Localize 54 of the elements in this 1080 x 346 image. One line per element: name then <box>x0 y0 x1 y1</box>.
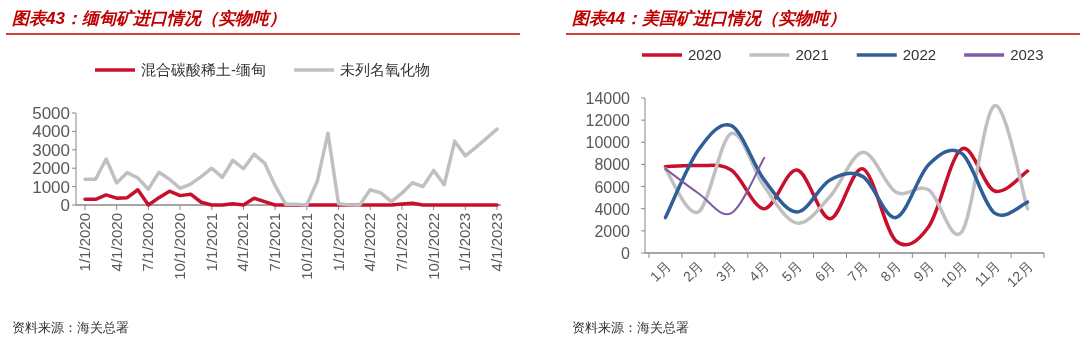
x-tick-label: 7/1/2021 <box>266 213 284 272</box>
legend-label: 未列名氧化物 <box>340 61 430 78</box>
chart-title: 图表43：缅甸矿进口情况（实物吨） <box>12 9 286 28</box>
x-tick-label: 1/1/2021 <box>202 213 220 272</box>
line-series <box>663 122 1030 220</box>
x-tick-label: 4月 <box>745 257 773 285</box>
legend-label: 2020 <box>688 46 722 63</box>
x-tick-label: 9月 <box>910 257 937 285</box>
x-tick-label: 1/1/2020 <box>76 213 93 272</box>
y-tick-label: 4000 <box>594 200 631 218</box>
y-tick-label: 2000 <box>32 159 70 179</box>
x-tick-label: 8月 <box>877 257 904 285</box>
chart-title: 图表44：美国矿进口情况（实物吨） <box>572 8 846 28</box>
x-tick-label: 7/1/2020 <box>139 213 157 272</box>
text: 资料来源：海关总署 <box>572 320 689 335</box>
x-tick-label: 6月 <box>811 257 839 285</box>
x-tick-label: 10/1/2021 <box>297 213 315 280</box>
legend-label: 2022 <box>902 46 937 63</box>
y-tick-label: 8000 <box>594 156 631 174</box>
text: 资料来源：海关总署 <box>12 320 129 335</box>
x-tick-label: 5月 <box>778 257 806 285</box>
x-tick-label: 4/1/2022 <box>361 213 379 272</box>
x-tick-label: 12月 <box>1003 257 1036 291</box>
y-tick-label: 4000 <box>32 122 70 142</box>
x-tick-label: 4/1/2023 <box>488 213 505 272</box>
x-tick-label: 7月 <box>844 257 872 285</box>
y-tick-label: 5000 <box>32 104 70 123</box>
x-tick-label: 10/1/2022 <box>424 213 442 280</box>
x-tick-label: 1/1/2022 <box>329 213 347 272</box>
y-tick-label: 3000 <box>32 140 70 160</box>
legend-label: 2021 <box>795 46 829 63</box>
x-tick-label: 4/1/2020 <box>107 213 125 272</box>
x-tick-label: 1/1/2023 <box>456 213 474 272</box>
line-series <box>664 156 766 216</box>
x-tick-label: 10/1/2020 <box>171 213 189 280</box>
x-tick-label: 3月 <box>712 257 740 285</box>
y-tick-label: 0 <box>621 245 631 262</box>
y-tick-label: 0 <box>60 196 70 215</box>
line-series <box>83 127 499 207</box>
legend-label: 2023 <box>1010 46 1044 63</box>
y-tick-label: 14000 <box>585 90 631 107</box>
x-tick-label: 7/1/2022 <box>392 213 410 272</box>
y-tick-label: 6000 <box>594 178 631 196</box>
x-tick-label: 11月 <box>971 257 1003 290</box>
x-tick-label: 4/1/2021 <box>234 213 252 272</box>
x-tick-label: 2月 <box>679 257 707 285</box>
y-tick-label: 2000 <box>594 222 631 240</box>
line-series <box>663 104 1030 235</box>
y-tick-label: 10000 <box>585 134 631 152</box>
x-tick-label: 1月 <box>646 257 674 285</box>
y-tick-label: 1000 <box>32 177 70 197</box>
y-tick-label: 12000 <box>585 112 631 130</box>
legend-label: 混合碳酸稀土-缅甸 <box>141 61 266 78</box>
x-tick-label: 10月 <box>937 257 970 291</box>
